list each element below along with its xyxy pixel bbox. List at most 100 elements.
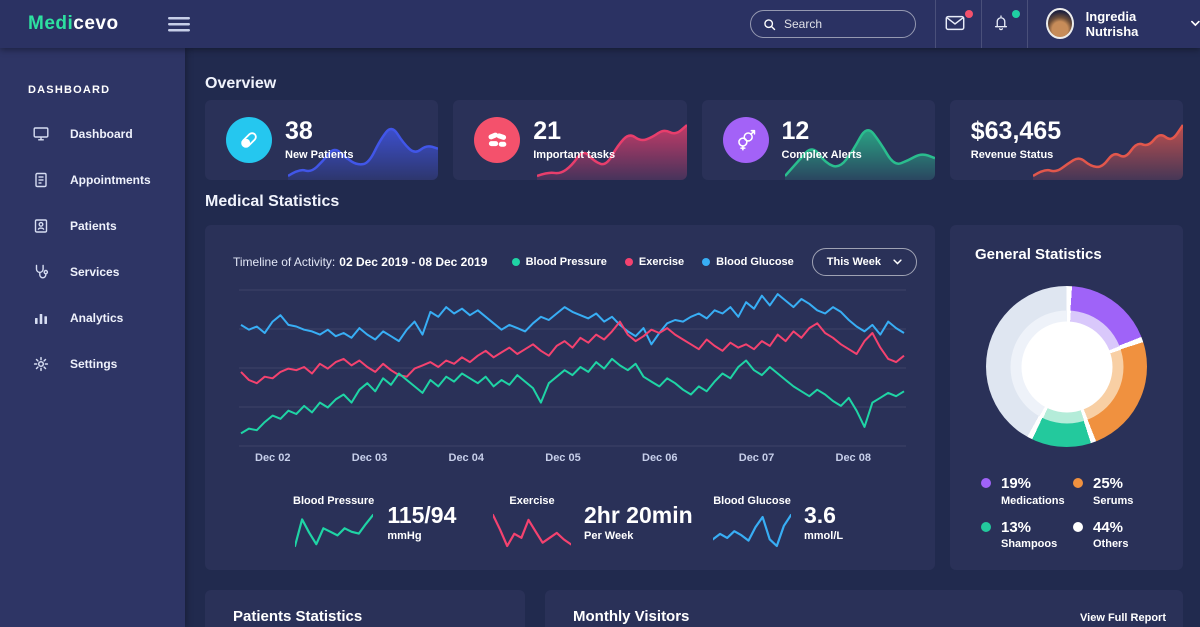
- sidebar-item-label: Patients: [70, 219, 117, 233]
- sidebar-item-label: Dashboard: [70, 127, 133, 141]
- messages-badge: [965, 10, 973, 18]
- medical-line-chart: [239, 289, 906, 447]
- brand-prefix: Medi: [28, 13, 74, 34]
- settings-icon: [33, 356, 49, 372]
- menu-toggle-icon[interactable]: [168, 17, 190, 32]
- legend-percent: 13%: [1001, 518, 1032, 536]
- legend-label: Others: [1093, 538, 1129, 550]
- ring-icon: [1073, 521, 1083, 532]
- sidebar-item-label: Appointments: [70, 173, 151, 187]
- sidebar-item-settings[interactable]: Settings: [0, 341, 185, 387]
- user-menu[interactable]: Ingredia Nutrisha: [1046, 8, 1200, 39]
- overview-title: Overview: [205, 75, 277, 92]
- ring-icon: [1073, 478, 1083, 488]
- sidebar-item-services[interactable]: Services: [0, 249, 185, 295]
- analytics-icon: [35, 314, 47, 324]
- chevron-down-icon: [893, 259, 902, 265]
- sidebar-item-analytics[interactable]: Analytics: [0, 295, 185, 341]
- search-input[interactable]: [784, 17, 902, 31]
- mini-stat-value: 2hr 20min: [584, 501, 693, 528]
- services-icon: [35, 264, 49, 279]
- mini-stat-unit: mmol/L: [804, 530, 844, 543]
- stat-label: New Patients: [285, 149, 354, 161]
- sidebar-item-dashboard[interactable]: Dashboard: [0, 111, 185, 157]
- x-axis-tick: Dec 02: [255, 452, 291, 464]
- chevron-down-icon: [1191, 20, 1200, 27]
- mini-stat-blood-glucose: Blood Glucose 3.6 mmol/L: [713, 495, 843, 550]
- x-axis-tick: Dec 06: [642, 452, 678, 464]
- mini-stat-label: Blood Glucose: [713, 495, 791, 507]
- timeline-of-activity: Timeline of Activity: 02 Dec 2019 - 08 De…: [233, 255, 487, 269]
- nav-divider: [981, 0, 982, 48]
- legend-item-serums: 25% Serums: [1073, 475, 1175, 507]
- x-axis-tick: Dec 05: [545, 452, 581, 464]
- mini-sparkline: [493, 513, 571, 548]
- donut-legend: 19% Medications 25% Serums 13% Shampoos 44%…: [981, 475, 1175, 550]
- legend-label: Blood Glucose: [716, 256, 794, 268]
- legend-label: Serums: [1093, 494, 1134, 507]
- stat-value: 38: [285, 117, 313, 145]
- general-statistics-title: General Statistics: [975, 246, 1102, 263]
- donut-hole: [1021, 321, 1112, 412]
- stat-value: $63,465: [970, 117, 1062, 145]
- sidebar-item-label: Analytics: [70, 311, 124, 325]
- bottom-cards-row: Patients Statistics Monthly Visitors Vie…: [205, 590, 1183, 627]
- pill-icon: [226, 117, 272, 163]
- sparkline-chart: [784, 129, 935, 180]
- x-axis-tick: Dec 07: [738, 452, 775, 464]
- mini-sparkline: [713, 513, 791, 548]
- nav-divider: [1027, 0, 1028, 48]
- sidebar-item-patients[interactable]: Patients: [0, 203, 185, 249]
- legend-item-medications: 19% Medications: [981, 475, 1073, 507]
- brand-suffix: cevo: [73, 13, 119, 34]
- patients-icon: [34, 219, 48, 233]
- medical-statistics-title: Medical Statistics: [205, 193, 340, 210]
- mini-stat-label: Exercise: [509, 495, 555, 507]
- legend-label: Shampoos: [1001, 538, 1058, 550]
- mini-stat-value: 115/94: [387, 501, 457, 528]
- dashboard-icon: [33, 127, 49, 141]
- brand-logo[interactable]: Medicevo: [28, 13, 119, 35]
- mini-stat-unit: Per Week: [584, 530, 634, 543]
- gender-icon: [722, 117, 769, 163]
- legend-item-others: 44% Others: [1073, 518, 1175, 550]
- overview-cards-row: 38 New Patients 21 Important tasks 12 Co…: [205, 100, 1183, 180]
- sidebar-item-appointments[interactable]: Appointments: [0, 157, 185, 203]
- monthly-visitors-card: Monthly Visitors View Full Report: [545, 590, 1183, 627]
- timeline-label: Timeline of Activity:: [233, 255, 336, 269]
- sparkline-chart: [1033, 124, 1183, 180]
- period-selector-value: This Week: [826, 256, 881, 268]
- ring-icon: [981, 478, 991, 488]
- ring-icon: [981, 521, 991, 532]
- legend-item-shampoos: 13% Shampoos: [981, 518, 1073, 550]
- legend-dot: [702, 258, 711, 266]
- legend-label: Exercise: [638, 256, 685, 268]
- view-full-report-link[interactable]: View Full Report: [1080, 612, 1166, 624]
- mail-icon: [945, 15, 965, 31]
- donut-chart: [986, 286, 1147, 447]
- chart-legend: Blood Pressure Exercise Blood Glucose: [511, 256, 794, 268]
- legend-percent: 44%: [1093, 518, 1124, 536]
- user-name: Ingredia Nutrisha: [1085, 8, 1139, 39]
- patients-statistics-card: Patients Statistics: [205, 590, 525, 627]
- mini-stat-value: 3.6: [804, 501, 836, 528]
- x-axis-labels: Dec 02 Dec 03 Dec 04 Dec 05 Dec 06 Dec 0…: [255, 452, 871, 464]
- search-icon: [763, 18, 776, 31]
- mini-sparkline: [294, 513, 373, 548]
- period-selector[interactable]: This Week: [811, 248, 917, 276]
- stat-card-important-tasks: 21 Important tasks: [453, 100, 687, 180]
- stat-card-new-patients: 38 New Patients: [205, 100, 439, 180]
- notifications-button[interactable]: [991, 10, 1020, 38]
- stat-card-complex-alerts: 12 Complex Alerts: [701, 100, 935, 180]
- patients-statistics-title: Patients Statistics: [233, 608, 363, 625]
- x-axis-tick: Dec 04: [448, 452, 484, 464]
- messages-button[interactable]: [944, 10, 973, 38]
- legend-percent: 19%: [1001, 475, 1032, 492]
- legend-percent: 25%: [1093, 475, 1124, 492]
- search-box[interactable]: [750, 10, 916, 38]
- legend-item-blood-glucose: Blood Glucose: [702, 256, 794, 268]
- top-navbar: Medicevo Ingredia Nutrisha: [0, 0, 1200, 48]
- nav-divider: [935, 0, 936, 48]
- legend-label: Blood Pressure: [525, 256, 607, 268]
- general-statistics-card: General Statistics 19% Medications 25% Ser…: [950, 225, 1183, 570]
